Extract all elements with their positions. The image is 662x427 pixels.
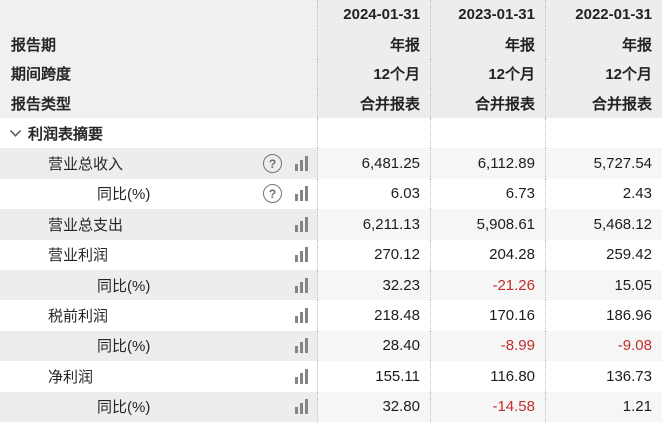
row-label: 同比(%) xyxy=(97,399,151,417)
section-title: 利润表摘要 xyxy=(28,125,104,143)
bar-chart-icon[interactable] xyxy=(295,399,308,415)
cell-value: 5,727.54 xyxy=(545,148,662,179)
help-icon[interactable]: ? xyxy=(263,184,282,204)
row-label: 同比(%) xyxy=(97,277,151,295)
cell: 12个月 xyxy=(545,59,662,89)
table-row: 同比(%) 32.23 -21.26 15.05 xyxy=(0,269,662,301)
cell-value: 6,112.89 xyxy=(430,148,545,179)
table-row: 税前利润 218.48 170.16 186.96 xyxy=(0,300,662,331)
bar-chart-icon[interactable] xyxy=(295,156,308,172)
row-label: 同比(%) xyxy=(97,186,151,204)
chevron-down-icon[interactable] xyxy=(9,129,22,138)
table-row: 2024-01-31 2023-01-31 2022-01-31 xyxy=(0,0,662,30)
cell-value: 270.12 xyxy=(317,239,430,270)
cell-value: 259.42 xyxy=(545,239,662,270)
table-row: 期间跨度 12个月 12个月 12个月 xyxy=(0,59,662,89)
cell-value: 28.40 xyxy=(317,330,430,362)
row-label: 期间跨度 xyxy=(0,59,317,89)
cell-value: 6.73 xyxy=(430,178,545,210)
bar-chart-icon[interactable] xyxy=(295,277,308,293)
table-row: 同比(%) 28.40 -8.99 -9.08 xyxy=(0,330,662,362)
section-toggle[interactable]: 利润表摘要 xyxy=(0,118,317,149)
table-row: 同比(%) ? 6.03 6.73 2.43 xyxy=(0,178,662,210)
row-label: 净利润 xyxy=(48,368,94,386)
cell: 合并报表 xyxy=(430,88,545,118)
cell-value: 32.23 xyxy=(317,269,430,301)
cell-value: -9.08 xyxy=(545,330,662,362)
corner-cell xyxy=(0,0,317,30)
cell-value: -8.99 xyxy=(430,330,545,362)
help-icon[interactable]: ? xyxy=(263,154,282,174)
cell-value: 5,908.61 xyxy=(430,209,545,240)
row-label: 营业利润 xyxy=(48,247,109,265)
table-row: 营业利润 270.12 204.28 259.42 xyxy=(0,239,662,270)
cell-value: 2.43 xyxy=(545,178,662,210)
cell: 年报 xyxy=(545,29,662,59)
cell-value: 186.96 xyxy=(545,300,662,331)
cell-value: 116.80 xyxy=(430,361,545,392)
row-label: 同比(%) xyxy=(97,338,151,356)
cell-value: 155.11 xyxy=(317,361,430,392)
table-row: 报告期 年报 年报 年报 xyxy=(0,29,662,59)
cell-value: -21.26 xyxy=(430,269,545,301)
column-header-date: 2023-01-31 xyxy=(430,0,545,30)
cell: 合并报表 xyxy=(545,88,662,118)
cell-value: 32.80 xyxy=(317,391,430,422)
table-row: 营业总支出 6,211.13 5,908.61 5,468.12 xyxy=(0,209,662,240)
cell-value: 136.73 xyxy=(545,361,662,392)
section-header-row: 利润表摘要 xyxy=(0,118,662,149)
cell: 年报 xyxy=(430,29,545,59)
bar-chart-icon[interactable] xyxy=(295,308,308,324)
cell xyxy=(545,118,662,149)
bar-chart-icon[interactable] xyxy=(295,368,308,384)
table-row: 报告类型 合并报表 合并报表 合并报表 xyxy=(0,88,662,118)
cell-value: 6,481.25 xyxy=(317,148,430,179)
cell: 12个月 xyxy=(430,59,545,89)
cell-value: 1.21 xyxy=(545,391,662,422)
bar-chart-icon[interactable] xyxy=(295,216,308,232)
bar-chart-icon[interactable] xyxy=(295,247,308,263)
cell-value: 218.48 xyxy=(317,300,430,331)
row-label: 报告类型 xyxy=(0,88,317,118)
row-label: 税前利润 xyxy=(48,308,109,326)
cell-value: 5,468.12 xyxy=(545,209,662,240)
table-row: 营业总收入 ? 6,481.25 6,112.89 5,727.54 xyxy=(0,148,662,179)
cell-value: 204.28 xyxy=(430,239,545,270)
cell-value: 170.16 xyxy=(430,300,545,331)
bar-chart-icon[interactable] xyxy=(295,186,308,202)
table-row: 净利润 155.11 116.80 136.73 xyxy=(0,361,662,392)
row-label: 营业总支出 xyxy=(48,216,124,234)
cell xyxy=(430,118,545,149)
cell: 年报 xyxy=(317,29,430,59)
row-label: 报告期 xyxy=(0,29,317,59)
cell-value: 15.05 xyxy=(545,269,662,301)
cell-value: -14.58 xyxy=(430,391,545,422)
column-header-date: 2024-01-31 xyxy=(317,0,430,30)
cell-value: 6,211.13 xyxy=(317,209,430,240)
table-row: 同比(%) 32.80 -14.58 1.21 xyxy=(0,391,662,422)
bar-chart-icon[interactable] xyxy=(295,338,308,354)
cell-value: 6.03 xyxy=(317,178,430,210)
row-label: 营业总收入 xyxy=(48,156,124,174)
cell xyxy=(317,118,430,149)
column-header-date: 2022-01-31 xyxy=(545,0,662,30)
cell: 合并报表 xyxy=(317,88,430,118)
cell: 12个月 xyxy=(317,59,430,89)
